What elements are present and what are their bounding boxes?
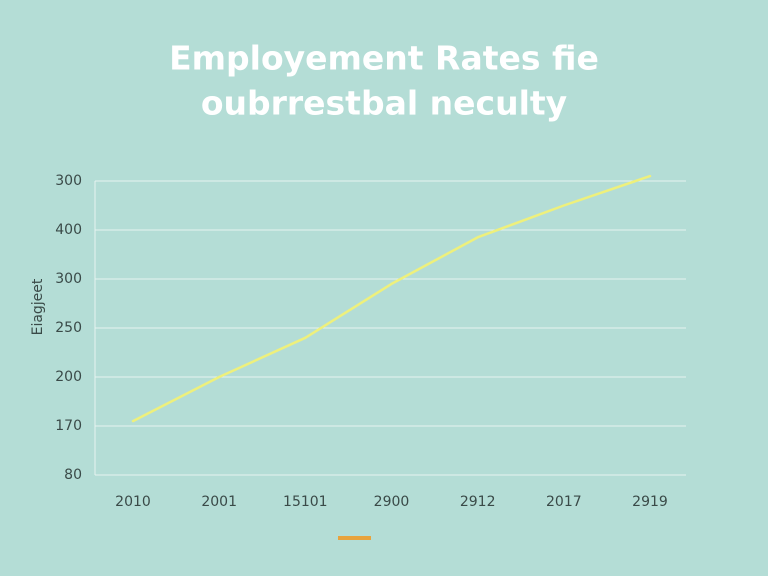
y-tick-label: 400 (55, 222, 82, 238)
y-tick-label: 250 (55, 320, 82, 336)
x-tick-label: 2919 (632, 494, 668, 510)
x-tick-label: 2010 (115, 494, 151, 510)
y-tick-label: 200 (55, 369, 82, 385)
y-tick-label: 300 (55, 271, 82, 287)
y-axis-label: Eiagjeet (30, 278, 46, 335)
y-tick-label: 170 (55, 418, 82, 434)
x-tick-label: 2017 (546, 494, 582, 510)
y-tick-label: 80 (64, 467, 82, 483)
line (131, 174, 652, 423)
chart-title: oubrrestbal neculty (201, 84, 567, 123)
chart-title: Employement Rates fie (169, 39, 599, 78)
y-tick-label: 300 (55, 173, 82, 189)
x-tick-label: 2900 (374, 494, 410, 510)
x-tick-label: 2001 (201, 494, 237, 510)
x-tick-label: 2912 (460, 494, 496, 510)
x-tick-label: 15101 (283, 494, 328, 510)
